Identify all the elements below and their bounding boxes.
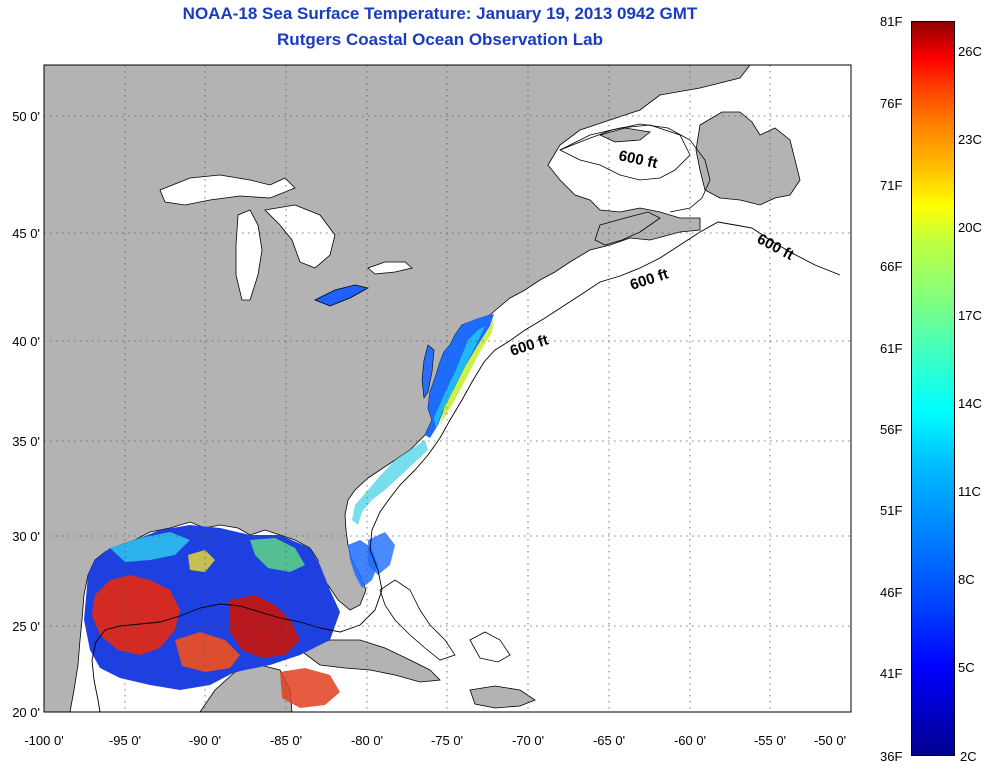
colorbar-c-label: 17C bbox=[958, 308, 982, 323]
bahamas-outline-east bbox=[469, 631, 511, 663]
map-title: NOAA-18 Sea Surface Temperature: January… bbox=[182, 4, 698, 23]
y-tick-label: 35 0' bbox=[12, 434, 40, 449]
land-cuba bbox=[299, 639, 441, 683]
land-yucatan bbox=[199, 664, 293, 712]
land-hispaniola bbox=[469, 685, 536, 709]
lake-ontario bbox=[367, 261, 413, 275]
lake-superior bbox=[159, 174, 296, 206]
y-tick-label: 50 0' bbox=[12, 109, 40, 124]
colorbar-f-label: 41F bbox=[880, 666, 903, 681]
sst-gulf-green-patch bbox=[250, 538, 305, 572]
y-tick-label: 20 0' bbox=[12, 705, 40, 720]
y-tick-label: 45 0' bbox=[12, 226, 40, 241]
colorbar-c-label: 14C bbox=[958, 396, 982, 411]
colorbar-c-label: 20C bbox=[958, 220, 982, 235]
map-subtitle: Rutgers Coastal Ocean Observation Lab bbox=[277, 30, 603, 49]
x-tick-label: -60 0' bbox=[674, 733, 706, 748]
x-tick-label: -80 0' bbox=[351, 733, 383, 748]
colorbar-c-label: 23C bbox=[958, 132, 982, 147]
graticule bbox=[44, 65, 851, 712]
x-tick-label: -75 0' bbox=[431, 733, 463, 748]
sst-gulf-yellow-patch bbox=[188, 550, 215, 572]
contour-gulf-st-lawrence bbox=[559, 123, 711, 213]
plot-frame bbox=[43, 64, 852, 713]
sst-gulf-loop bbox=[175, 632, 240, 672]
sst-shelf-warm-edge bbox=[440, 318, 494, 425]
sst-caribbean-patch bbox=[280, 668, 340, 708]
colorbar-f-label: 71F bbox=[880, 178, 903, 193]
colorbar-c-label: 5C bbox=[958, 660, 975, 675]
colorbar-f-label: 56F bbox=[880, 422, 903, 437]
colorbar-f-label: 61F bbox=[880, 341, 903, 356]
y-tick-label: 30 0' bbox=[12, 529, 40, 544]
y-tick-label: 40 0' bbox=[12, 334, 40, 349]
colorbar-c-label: 11C bbox=[958, 484, 981, 499]
sst-gulf-warm-east bbox=[230, 595, 300, 658]
x-axis-ticks: -100 0' -95 0' -90 0' -85 0' -80 0' -75 … bbox=[24, 733, 846, 748]
x-tick-label: -90 0' bbox=[189, 733, 221, 748]
x-tick-label: -95 0' bbox=[109, 733, 141, 748]
colorbar-f-label: 76F bbox=[880, 96, 903, 111]
sst-southeast-coast bbox=[352, 440, 428, 525]
lake-michigan bbox=[235, 209, 263, 301]
colorbar-f-label: 36F bbox=[880, 749, 903, 764]
x-tick-label: -65 0' bbox=[593, 733, 625, 748]
y-axis-ticks: 50 0' 45 0' 40 0' 35 0' 30 0' 25 0' 20 0… bbox=[12, 109, 40, 720]
colorbar bbox=[911, 21, 955, 756]
x-tick-label: -50 0' bbox=[814, 733, 846, 748]
sst-shelf-mid bbox=[434, 326, 485, 428]
y-tick-label: 25 0' bbox=[12, 619, 40, 634]
land-newfoundland bbox=[695, 111, 801, 206]
colorbar-f-label: 46F bbox=[880, 585, 903, 600]
contour-600ft-line bbox=[91, 221, 841, 712]
colorbar-c-label: 8C bbox=[958, 572, 975, 587]
x-tick-label: -100 0' bbox=[24, 733, 63, 748]
lake-huron bbox=[264, 204, 336, 269]
chesapeake-bay bbox=[421, 344, 435, 399]
sst-gulf-cool-north bbox=[110, 532, 190, 562]
sst-gulf-warm-west bbox=[92, 575, 180, 655]
x-tick-label: -85 0' bbox=[270, 733, 302, 748]
x-tick-label: -55 0' bbox=[754, 733, 786, 748]
x-tick-label: -70 0' bbox=[512, 733, 544, 748]
colorbar-f-label: 51F bbox=[880, 503, 903, 518]
colorbar-f-label: 81F bbox=[880, 14, 903, 29]
land-nova-scotia bbox=[594, 211, 661, 246]
colorbar-c-label: 2C bbox=[960, 749, 977, 764]
colorbar-c-label: 26C bbox=[958, 44, 982, 59]
colorbar-f-label: 66F bbox=[880, 259, 903, 274]
lake-erie bbox=[314, 284, 370, 307]
sst-bahamas-patch bbox=[368, 532, 395, 575]
anticosti-island bbox=[598, 127, 651, 143]
bahamas-outline bbox=[379, 579, 456, 661]
